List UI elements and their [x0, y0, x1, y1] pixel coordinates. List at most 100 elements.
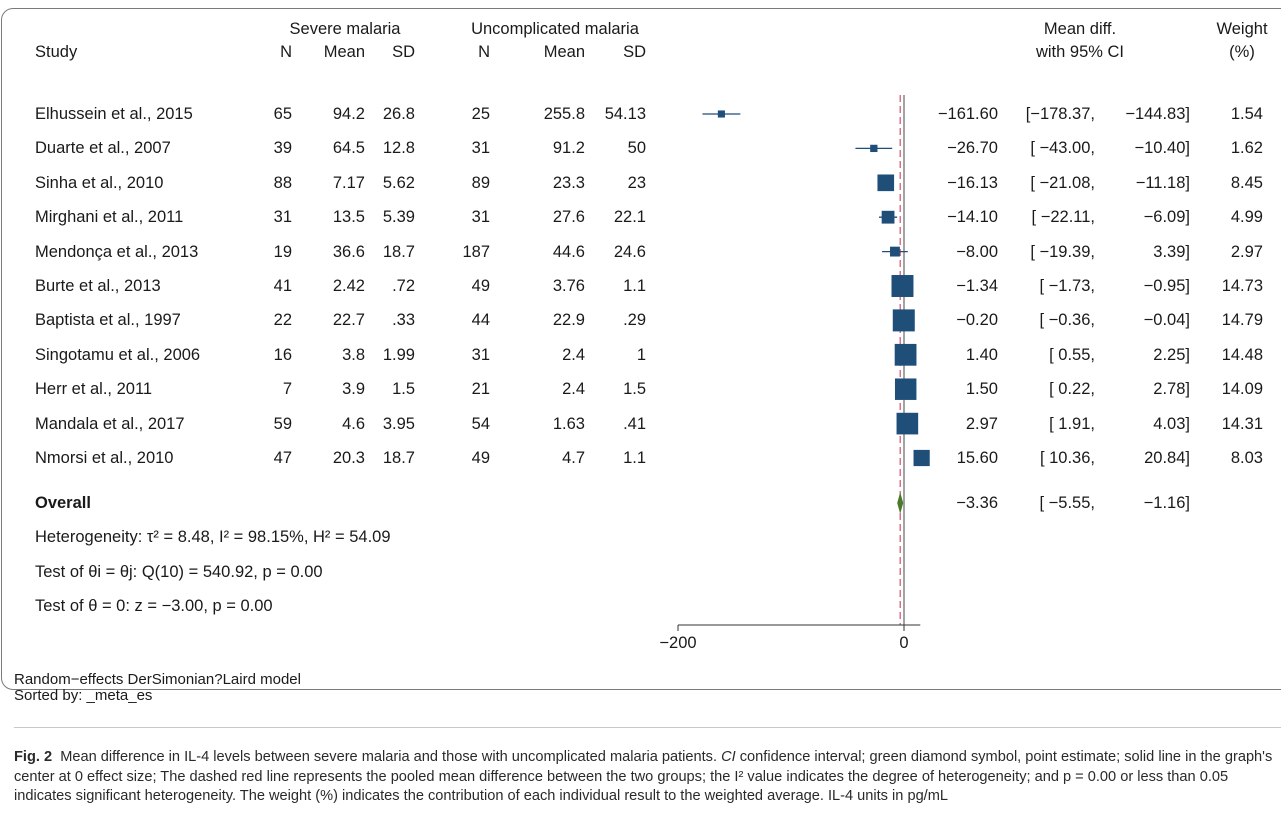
- row-lo: [ 1.91,: [1049, 414, 1095, 433]
- row-mean2: 3.76: [552, 277, 585, 295]
- row-weight: 2.97: [1230, 242, 1263, 261]
- overall-ci-lo: [ −5.55,: [1039, 494, 1095, 512]
- row-n2: 89: [471, 173, 490, 192]
- row-n1: 41: [273, 277, 292, 295]
- row-n1: 31: [273, 208, 292, 227]
- row-n2: 54: [471, 414, 490, 433]
- row-mean1: 36.6: [332, 242, 365, 261]
- row-lo: [ 0.22,: [1049, 380, 1095, 399]
- row-hi: −11.18]: [1135, 173, 1190, 192]
- row-lo: [ −0.36,: [1039, 311, 1095, 330]
- row-mean2: 27.6: [552, 208, 585, 227]
- model-note: Random−effects DerSimonian?Laird model: [14, 671, 301, 688]
- row-n2: 31: [471, 345, 490, 364]
- row-mean1: 7.17: [332, 173, 365, 192]
- row-n2: 187: [462, 242, 490, 261]
- row-sd1: 18.7: [382, 449, 415, 467]
- row-mean2: 44.6: [552, 242, 585, 261]
- row-mean1: 20.3: [332, 449, 365, 467]
- sd1-header: SD: [392, 43, 415, 61]
- row-n1: 7: [282, 380, 292, 399]
- row-study: Baptista et al., 1997: [35, 311, 181, 330]
- overall-ci-hi: −1.16]: [1143, 494, 1190, 512]
- row-n2: 49: [471, 449, 490, 467]
- group2-header: Uncomplicated malaria: [471, 20, 639, 38]
- row-mean2: 2.4: [562, 345, 585, 364]
- row-es: 1.50: [965, 380, 998, 399]
- row-mean2: 1.63: [552, 414, 585, 433]
- row-mean2: 4.7: [562, 449, 585, 467]
- row-es: −8.00: [956, 242, 998, 261]
- row-sd2: 1.1: [623, 449, 646, 467]
- row-weight: 1.54: [1230, 105, 1263, 123]
- row-sd2: 50: [627, 139, 646, 158]
- row-es: −161.60: [937, 105, 998, 123]
- n2-header: N: [478, 43, 490, 61]
- row-es: −16.13: [947, 173, 998, 192]
- caption-divider: [14, 727, 1281, 728]
- sd2-header: SD: [623, 43, 646, 61]
- row-study: Nmorsi et al., 2010: [35, 449, 174, 467]
- row-n2: 21: [471, 380, 490, 399]
- row-n2: 31: [471, 139, 490, 158]
- mean2-header: Mean: [543, 43, 585, 61]
- row-weight: 14.09: [1221, 380, 1263, 399]
- mean1-header: Mean: [323, 43, 365, 61]
- row-sd1: 5.39: [382, 208, 415, 227]
- row-sd2: 1.5: [623, 380, 646, 399]
- row-n2: 25: [471, 105, 490, 123]
- figure-frame: [1, 8, 1281, 690]
- row-sd1: 1.99: [382, 345, 415, 364]
- row-sd2: 1: [636, 345, 646, 364]
- n1-header: N: [280, 43, 292, 61]
- row-sd2: 1.1: [623, 277, 646, 295]
- row-mean2: 91.2: [552, 139, 585, 158]
- row-mean1: 4.6: [342, 414, 365, 433]
- row-lo: [ −43.00,: [1030, 139, 1095, 158]
- overall-label: Overall: [35, 494, 91, 512]
- row-sd1: 12.8: [382, 139, 415, 158]
- row-mean2: 2.4: [562, 380, 585, 399]
- row-n1: 19: [273, 242, 292, 261]
- row-weight: 4.99: [1230, 208, 1263, 227]
- study-header: Study: [35, 43, 78, 61]
- row-hi: −6.09]: [1143, 208, 1190, 227]
- caption-label: Fig. 2: [14, 749, 53, 765]
- row-mean2: 22.9: [552, 311, 585, 330]
- row-mean1: 13.5: [332, 208, 365, 227]
- row-sd2: 54.13: [604, 105, 646, 123]
- heterogeneity-text: Heterogeneity: τ² = 8.48, I² = 98.15%, H…: [35, 528, 391, 546]
- figure-caption: Fig. 2 Mean difference in IL-4 levels be…: [14, 748, 1274, 807]
- row-weight: 1.62: [1230, 139, 1263, 158]
- row-hi: 20.84]: [1144, 449, 1190, 467]
- row-sd1: 26.8: [382, 105, 415, 123]
- row-mean1: 64.5: [332, 139, 365, 158]
- row-study: Mendonça et al., 2013: [35, 242, 199, 261]
- row-study: Duarte et al., 2007: [35, 139, 171, 158]
- row-hi: −0.04]: [1143, 311, 1190, 330]
- row-lo: [ −21.08,: [1030, 173, 1095, 192]
- caption-ci: CI: [721, 749, 736, 765]
- group1-header: Severe malaria: [289, 20, 401, 38]
- row-n1: 65: [273, 105, 292, 123]
- row-study: Singotamu et al., 2006: [35, 345, 201, 364]
- row-sd1: 18.7: [382, 242, 415, 261]
- row-n2: 44: [471, 311, 490, 330]
- row-hi: −10.40]: [1134, 139, 1190, 158]
- row-hi: −144.83]: [1125, 105, 1190, 123]
- row-es: 1.40: [965, 345, 998, 364]
- row-hi: −0.95]: [1143, 277, 1190, 295]
- row-sd1: 5.62: [382, 173, 415, 192]
- row-weight: 14.73: [1221, 277, 1263, 295]
- row-sd1: 3.95: [382, 414, 415, 433]
- row-mean1: 94.2: [332, 105, 365, 123]
- overall-es: −3.36: [956, 494, 998, 512]
- row-study: Mirghani et al., 2011: [35, 208, 184, 227]
- row-study: Mandala et al., 2017: [35, 414, 185, 433]
- row-es: −14.10: [947, 208, 998, 227]
- effect-header-2: with 95% CI: [1035, 43, 1125, 61]
- row-study: Sinha et al., 2010: [35, 173, 164, 192]
- row-lo: [ 10.36,: [1039, 449, 1095, 467]
- caption-text-2: confidence interval; green diamond symbo…: [14, 749, 1273, 804]
- row-weight: 14.79: [1221, 311, 1263, 330]
